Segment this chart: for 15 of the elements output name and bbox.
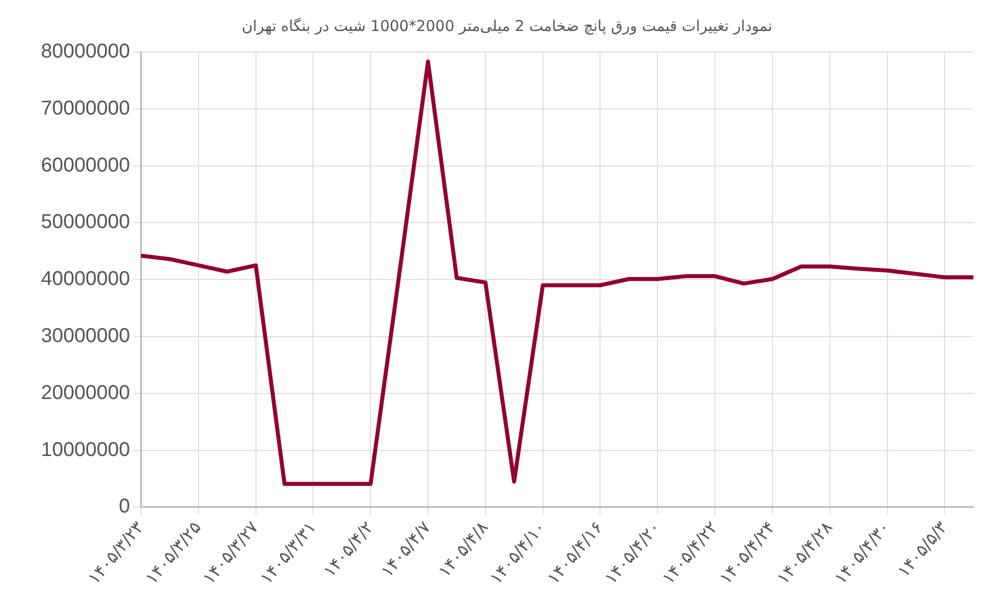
- x-tick-label: ۱۴۰۵/۳/۳۱: [256, 518, 320, 589]
- x-tick-label: ۱۴۰۵/۴/۲: [320, 518, 378, 582]
- y-tick-label: 70000000: [41, 97, 130, 120]
- y-tick-label: 60000000: [41, 154, 130, 176]
- y-tick-label: 10000000: [41, 438, 130, 461]
- y-tick-label: 40000000: [41, 268, 130, 290]
- x-tick-label: ۱۴۰۵/۵/۳: [894, 518, 952, 582]
- chart-title: نمودار تغییرات قیمت ورق پانچ ضخامت 2 میلی‌متر 2000*1000 شیت در بنگاه تهران: [242, 16, 772, 35]
- y-tick-label: 80000000: [41, 40, 130, 63]
- y-tick-label: 0: [118, 496, 130, 518]
- x-tick-label: ۱۴۰۵/۴/۸: [434, 518, 493, 582]
- y-tick-label: 20000000: [41, 382, 130, 404]
- y-tick-label: 30000000: [41, 324, 130, 347]
- x-tick-label: ۱۴۰۵/۴/۷: [377, 518, 436, 582]
- y-tick-label: 50000000: [41, 211, 130, 234]
